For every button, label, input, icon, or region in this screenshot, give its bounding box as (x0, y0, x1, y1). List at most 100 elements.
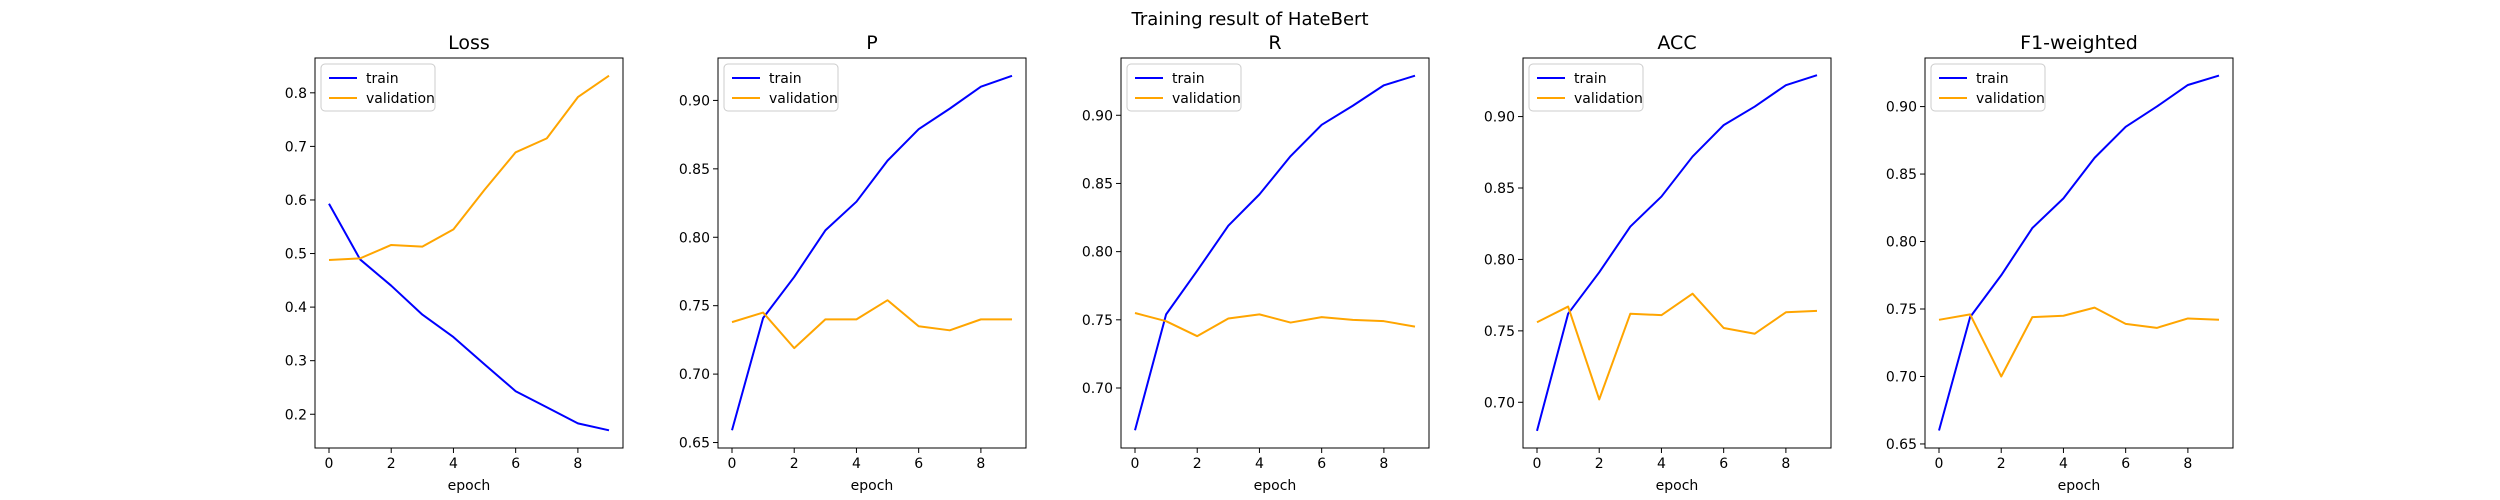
y-tick-label: 0.75 (1082, 313, 1113, 329)
figure-title: Training result of HateBert (1130, 9, 1368, 30)
y-tick-label: 0.70 (1484, 395, 1515, 411)
y-tick-label: 0.85 (1484, 181, 1515, 197)
y-tick-label: 0.75 (1886, 302, 1917, 318)
x-tick-label: 4 (852, 456, 861, 472)
legend-box (1126, 63, 1242, 112)
subplot-title: Loss (448, 32, 490, 54)
legend-label-validation: validation (366, 91, 435, 107)
series-line-train (1134, 74, 1416, 431)
subplot-5: 0 2 4 6 8 0.65 0.70 0.75 0.80 0.85 0.90 F1-weighted… (1886, 32, 2234, 494)
y-tick-label: 0.80 (1886, 235, 1917, 251)
y-tick-label: 0.65 (1886, 437, 1917, 453)
legend-box (320, 63, 436, 112)
series-line-validation (1536, 292, 1818, 401)
y-tick-label: 0.90 (1082, 108, 1113, 124)
y-tick-label: 0.6 (285, 193, 307, 209)
y-tick-label: 0.5 (285, 247, 307, 263)
y-tick-label: 0.85 (679, 162, 710, 178)
x-axis-label: epoch (1656, 478, 1699, 494)
x-tick-label: 6 (1317, 456, 1326, 472)
x-tick-label: 4 (449, 456, 458, 472)
x-tick-label: 4 (1255, 456, 1264, 472)
x-tick-label: 0 (325, 456, 334, 472)
x-tick-label: 6 (2121, 456, 2130, 472)
x-tick-label: 0 (728, 456, 737, 472)
legend-label-validation: validation (1574, 91, 1643, 107)
x-tick-label: 8 (1379, 456, 1388, 472)
y-tick-label: 0.2 (285, 407, 307, 423)
series-line-train (1938, 74, 2220, 431)
plot-frame (717, 57, 1027, 449)
x-axis-label: epoch (2058, 478, 2101, 494)
subplot-title: R (1268, 32, 1281, 54)
legend-box (1930, 63, 2046, 112)
x-tick-label: 4 (1657, 456, 1666, 472)
x-tick-label: 8 (976, 456, 985, 472)
plot-frame (1522, 57, 1832, 449)
series-line-validation (731, 299, 1012, 350)
x-tick-label: 0 (1935, 456, 1944, 472)
y-tick-label: 0.7 (285, 139, 307, 155)
y-tick-label: 0.70 (679, 367, 710, 383)
legend-label-validation: validation (1172, 91, 1241, 107)
x-tick-label: 2 (387, 456, 396, 472)
legend-label-train: train (366, 71, 399, 87)
legend-box (723, 63, 839, 112)
legend-label-validation: validation (1976, 91, 2045, 107)
x-tick-label: 4 (2059, 456, 2068, 472)
x-axis-label: epoch (1254, 478, 1297, 494)
legend: train validation (1126, 63, 1242, 112)
subplot-title: ACC (1657, 32, 1696, 54)
y-tick-label: 0.75 (679, 299, 710, 315)
y-tick-label: 0.90 (1484, 110, 1515, 126)
y-tick-label: 0.75 (1484, 324, 1515, 340)
x-tick-label: 8 (573, 456, 582, 472)
series-line-train (328, 203, 610, 432)
legend-label-train: train (769, 71, 802, 87)
series-line-validation (1938, 306, 2220, 378)
series-line-train (731, 74, 1013, 431)
y-tick-label: 0.70 (1082, 381, 1113, 397)
y-tick-label: 0.80 (1082, 245, 1113, 261)
legend-label-validation: validation (769, 91, 838, 107)
x-tick-label: 8 (2183, 456, 2192, 472)
x-tick-label: 6 (511, 456, 520, 472)
x-tick-label: 0 (1533, 456, 1542, 472)
x-tick-label: 6 (914, 456, 923, 472)
plot-frame (1924, 57, 2234, 449)
legend-label-train: train (1574, 71, 1607, 87)
x-tick-label: 2 (1193, 456, 1202, 472)
y-tick-label: 0.65 (679, 436, 710, 452)
legend: train validation (1930, 63, 2046, 112)
x-tick-label: 0 (1131, 456, 1140, 472)
legend-box (1528, 63, 1644, 112)
x-tick-label: 2 (1595, 456, 1604, 472)
x-tick-label: 6 (1719, 456, 1728, 472)
y-tick-label: 0.70 (1886, 369, 1917, 385)
plot-frame (1120, 57, 1430, 449)
y-tick-label: 0.4 (285, 300, 307, 316)
legend: train validation (320, 63, 436, 112)
x-tick-label: 2 (1997, 456, 2006, 472)
y-tick-label: 0.85 (1886, 167, 1917, 183)
series-line-validation (328, 74, 610, 261)
subplot-1: 0 2 4 6 8 0.2 0.3 0.4 0.5 0.6 0.7 0.8 Loss epoch train… (285, 32, 624, 494)
series-line-train (1536, 74, 1818, 432)
x-axis-label: epoch (851, 478, 894, 494)
subplot-4: 0 2 4 6 8 0.70 0.75 0.80 0.85 0.90 ACC epoch train va… (1484, 32, 1832, 494)
legend: train validation (1528, 63, 1644, 112)
legend-label-train: train (1172, 71, 1205, 87)
legend: train validation (723, 63, 839, 112)
y-tick-label: 0.80 (1484, 252, 1515, 268)
x-axis-label: epoch (448, 478, 491, 494)
legend-label-train: train (1976, 71, 2009, 87)
y-tick-label: 0.85 (1082, 176, 1113, 192)
plot-frame (314, 57, 624, 449)
subplot-title: P (866, 32, 877, 54)
panels: 0 2 4 6 8 0.2 0.3 0.4 0.5 0.6 0.7 0.8 Loss epoch train… (285, 32, 2234, 494)
x-tick-label: 8 (1781, 456, 1790, 472)
subplot-title: F1-weighted (2020, 32, 2138, 54)
